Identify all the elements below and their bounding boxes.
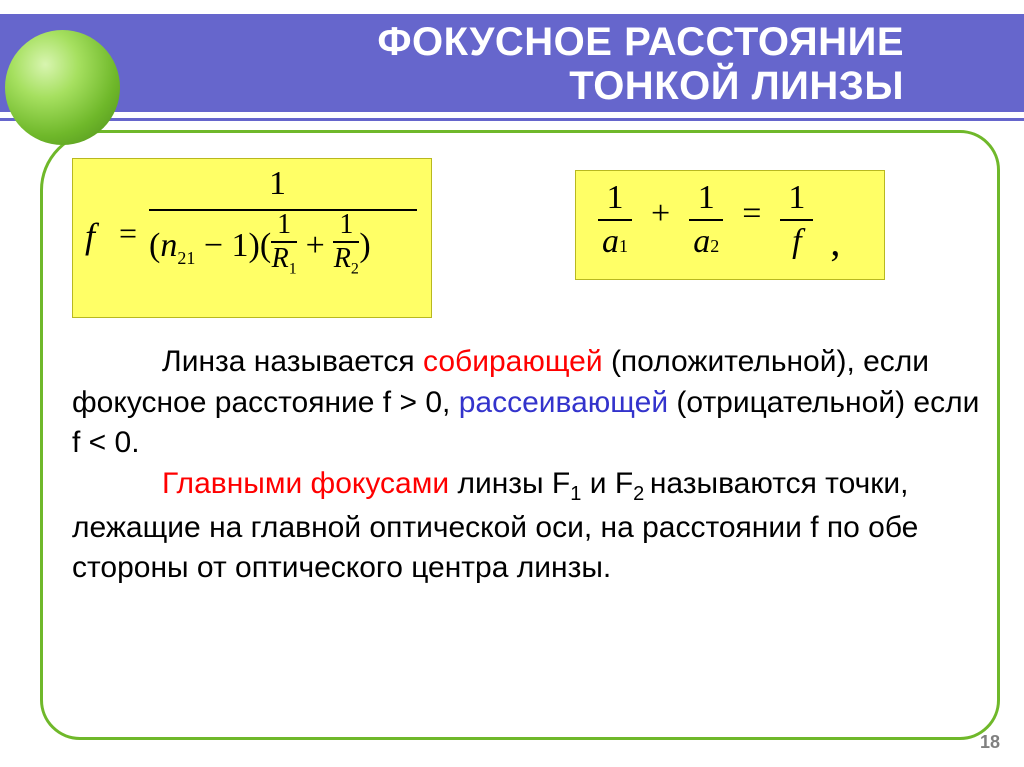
f1-frac-b-bot: R2 xyxy=(333,245,359,278)
title-line2: ТОНКОЙ ЛИНЗЫ xyxy=(0,64,1024,108)
title-underline xyxy=(0,118,1024,121)
formula-focal-length: f = 1 (n21 − 1)(1R1 + 1R2) xyxy=(72,158,432,318)
f1-eq: = xyxy=(119,215,137,252)
f2-eq: = xyxy=(736,195,767,233)
p2-c: и F xyxy=(581,467,633,500)
f2-row: 1 a1 + 1 a2 = 1 f , xyxy=(594,181,840,259)
p2-sub1: 1 xyxy=(570,483,581,505)
title-line1: ФОКУСНОЕ РАССТОЯНИЕ xyxy=(0,20,1024,64)
p2-a: Главными фокусами xyxy=(162,467,449,500)
f1-numerator: 1 xyxy=(269,165,286,203)
page-number: 18 xyxy=(980,732,1000,753)
f1-frac-b-var: R xyxy=(334,243,351,274)
body-text: Линза называется собирающей (положительн… xyxy=(72,342,982,589)
f2-frac2-bar xyxy=(689,219,723,221)
f2-frac2-var: a xyxy=(693,223,710,260)
f1-n: n xyxy=(160,227,177,264)
f2-frac2-bot: a2 xyxy=(689,225,723,259)
f2-frac1-var: a xyxy=(602,223,619,260)
p1-a: Линза называется xyxy=(162,345,423,378)
f1-frac-a-var: R xyxy=(272,243,289,274)
f1-denominator: (n21 − 1)(1R1 + 1R2) xyxy=(149,215,371,282)
f2-frac1-bar xyxy=(598,219,632,221)
f1-frac-a-top: 1 xyxy=(271,211,297,239)
f2-frac1-sub: 1 xyxy=(619,236,628,256)
f2-frac1: 1 a1 xyxy=(598,181,632,259)
formula-thin-lens: 1 a1 + 1 a2 = 1 f , xyxy=(575,170,885,280)
f2-frac3: 1 f xyxy=(780,181,813,259)
f2-frac3-bot: f xyxy=(780,225,813,259)
f1-close: ) xyxy=(359,227,370,264)
f1-frac-a: 1R1 xyxy=(271,211,297,278)
f2-frac2-top: 1 xyxy=(689,181,723,215)
f1-open: ( xyxy=(149,227,160,264)
decorative-sphere xyxy=(5,30,120,145)
f1-n-sub: 21 xyxy=(177,248,195,268)
f2-frac3-top: 1 xyxy=(780,181,813,215)
title-band: ФОКУСНОЕ РАССТОЯНИЕ ТОНКОЙ ЛИНЗЫ xyxy=(0,14,1024,112)
f2-frac1-top: 1 xyxy=(598,181,632,215)
p1-b: собирающей xyxy=(423,345,603,378)
p1-d: рассеивающей xyxy=(459,386,668,419)
f1-frac-a-sub: 1 xyxy=(289,261,297,278)
f1-frac-b-sub: 2 xyxy=(351,261,359,278)
f2-frac3-var: f xyxy=(792,223,801,260)
f1-frac-b-top: 1 xyxy=(333,211,359,239)
f1-minus1: − 1)( xyxy=(195,227,271,264)
p2-sub2: 2 xyxy=(633,483,650,505)
f2-frac2-sub: 2 xyxy=(710,236,719,256)
f1-plus: + xyxy=(297,227,333,264)
p2-b: линзы F xyxy=(449,467,570,500)
f2-frac3-bar xyxy=(780,219,813,221)
f2-comma: , xyxy=(826,218,840,265)
f2-plus: + xyxy=(645,195,676,233)
f2-frac1-bot: a1 xyxy=(598,225,632,259)
f1-frac-b: 1 R2 xyxy=(333,211,359,278)
f1-frac-a-bot: R1 xyxy=(271,245,297,278)
f1-lhs: f xyxy=(85,215,95,257)
f2-frac2: 1 a2 xyxy=(689,181,723,259)
